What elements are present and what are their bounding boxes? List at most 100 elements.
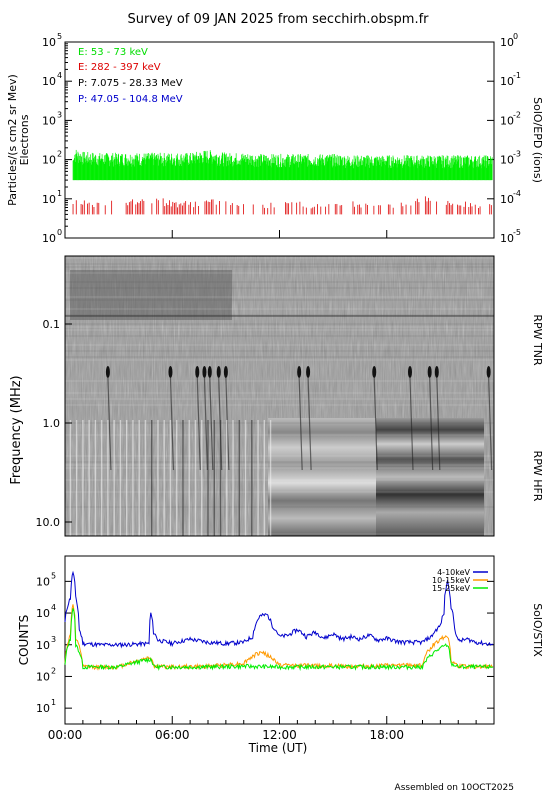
panel3-legend: 4-10keV 10-15keV 15-25keV [432, 568, 488, 593]
freq-tick-10-0: 10.0 [36, 516, 61, 529]
hfr-band-left [268, 418, 376, 536]
legend-p-47-104: P: 47.05 - 104.8 MeV [78, 94, 183, 105]
radio-burst-tail [409, 377, 414, 471]
radio-burst-tail [307, 377, 312, 471]
panel2-right-label-tnr: RPW TNR [531, 314, 544, 366]
p3-y-tick-exp: 5 [51, 571, 56, 580]
radio-burst [207, 366, 212, 378]
radio-burst [202, 366, 207, 378]
legend-p-7-28: P: 7.075 - 28.33 MeV [78, 78, 183, 89]
spectrogram-features [65, 257, 494, 536]
panel3-frame [64, 555, 495, 725]
radio-burst-tail [488, 377, 493, 471]
p3-y-tick-exp: 3 [51, 635, 56, 644]
panel3-data [64, 570, 494, 672]
p1-right-tick-label: 10 [500, 232, 514, 245]
p1-left-tick-exp: 2 [57, 150, 62, 159]
p3-y-tick-label: 10 [36, 575, 50, 588]
p1-left-tick-label: 10 [42, 75, 56, 88]
p3-y-tick-label: 10 [36, 670, 50, 683]
radio-burst-tail [373, 377, 378, 471]
panel2-right-label-hfr: RPW HFR [531, 451, 544, 502]
radio-burst [216, 366, 221, 378]
p1-right-tick-exp: 0 [513, 32, 518, 41]
p1-right-tick-label: 10 [500, 36, 514, 49]
radio-burst [407, 366, 412, 378]
radio-burst [486, 366, 491, 378]
p1-left-tick-exp: 5 [57, 32, 62, 41]
p1-right-tick-exp: -1 [513, 71, 521, 80]
panel3-right-label: SolO/STIX [531, 603, 544, 657]
p1-right-tick-exp: -5 [513, 228, 521, 237]
panel1-ylabel-line2: Electrons [18, 114, 31, 165]
p3-x-tick-label: 06:00 [155, 728, 190, 742]
p1-right-tick-label: 10 [500, 114, 514, 127]
radio-burst [195, 366, 200, 378]
p1-left-tick-label: 10 [42, 193, 56, 206]
stix-series-4-10keV [64, 570, 494, 649]
radio-burst [297, 366, 302, 378]
radio-burst-tail [429, 377, 434, 471]
radio-burst [434, 366, 439, 378]
panel3-xlabel: Time (UT) [248, 741, 308, 755]
radio-burst [306, 366, 311, 378]
freq-tick-0-1: 0.1 [43, 318, 61, 331]
stix-series-15-25keV [64, 608, 494, 672]
radio-burst-tail [169, 377, 175, 471]
p3-x-tick-label: 00:00 [48, 728, 83, 742]
panel1-legend: E: 53 - 73 keV E: 282 - 397 keV P: 7.075… [78, 47, 183, 105]
p3-y-tick-exp: 2 [51, 666, 56, 675]
radio-burst-tail [196, 377, 201, 471]
panel2-ylabel: Frequency (MHz) [9, 375, 24, 484]
figure-title: Survey of 09 JAN 2025 from secchirh.obsp… [128, 12, 430, 27]
freq-tick-1-0: 1.0 [43, 417, 61, 430]
legend-10-15kev: 10-15keV [432, 576, 471, 585]
p1-left-tick-exp: 4 [57, 71, 62, 80]
panel1-ylabel-line1: Particles/(s cm2 sr Mev) [6, 74, 19, 206]
radio-burst [427, 366, 432, 378]
p1-right-tick-exp: -4 [513, 189, 521, 198]
panel-spectrogram: 0.1 1.0 10.0 Frequency (MHz) RPW TNR RPW… [9, 255, 544, 537]
p1-left-tick-exp: 3 [57, 110, 62, 119]
legend-4-10kev: 4-10keV [437, 568, 470, 577]
panel2-frame [64, 255, 495, 537]
footer-assembled: Assembled on 10OCT2025 [395, 783, 514, 793]
radio-burst [105, 366, 110, 378]
radio-burst-tail [298, 377, 303, 471]
panel2-axis: 0.1 1.0 10.0 [36, 318, 72, 529]
legend-e-282-397: E: 282 - 397 keV [78, 62, 161, 73]
spectrogram-dark-region [70, 270, 232, 320]
p1-right-tick-exp: -3 [513, 150, 521, 159]
p1-left-tick-exp: 0 [57, 228, 62, 237]
panel1-data [72, 149, 493, 215]
p3-y-tick-label: 10 [36, 702, 50, 715]
p3-y-tick-exp: 4 [51, 603, 56, 612]
p3-x-tick-label: 18:00 [369, 728, 404, 742]
p1-right-tick-exp: -2 [513, 110, 521, 119]
p1-left-tick-label: 10 [42, 36, 56, 49]
panel1-right-label: SolO/EPD (ions) [531, 97, 544, 183]
radio-burst [168, 366, 173, 378]
legend-15-25kev: 15-25keV [432, 584, 471, 593]
p1-right-tick-label: 10 [500, 193, 514, 206]
p1-right-tick-label: 10 [500, 154, 514, 167]
radio-burst [372, 366, 377, 378]
stix-series-10-15keV [64, 604, 494, 671]
p3-y-tick-exp: 1 [51, 698, 56, 707]
p1-left-tick-exp: 1 [57, 189, 62, 198]
hfr-band-right [376, 418, 484, 536]
p1-left-tick-label: 10 [42, 154, 56, 167]
p3-x-tick-label: 12:00 [262, 728, 297, 742]
p1-left-tick-label: 10 [42, 232, 56, 245]
panel3-ylabel: COUNTS [17, 615, 31, 666]
radio-burst-tail [107, 377, 112, 471]
radio-burst-tail [436, 377, 441, 471]
radio-burst-tail [203, 377, 209, 471]
p3-y-tick-label: 10 [36, 639, 50, 652]
